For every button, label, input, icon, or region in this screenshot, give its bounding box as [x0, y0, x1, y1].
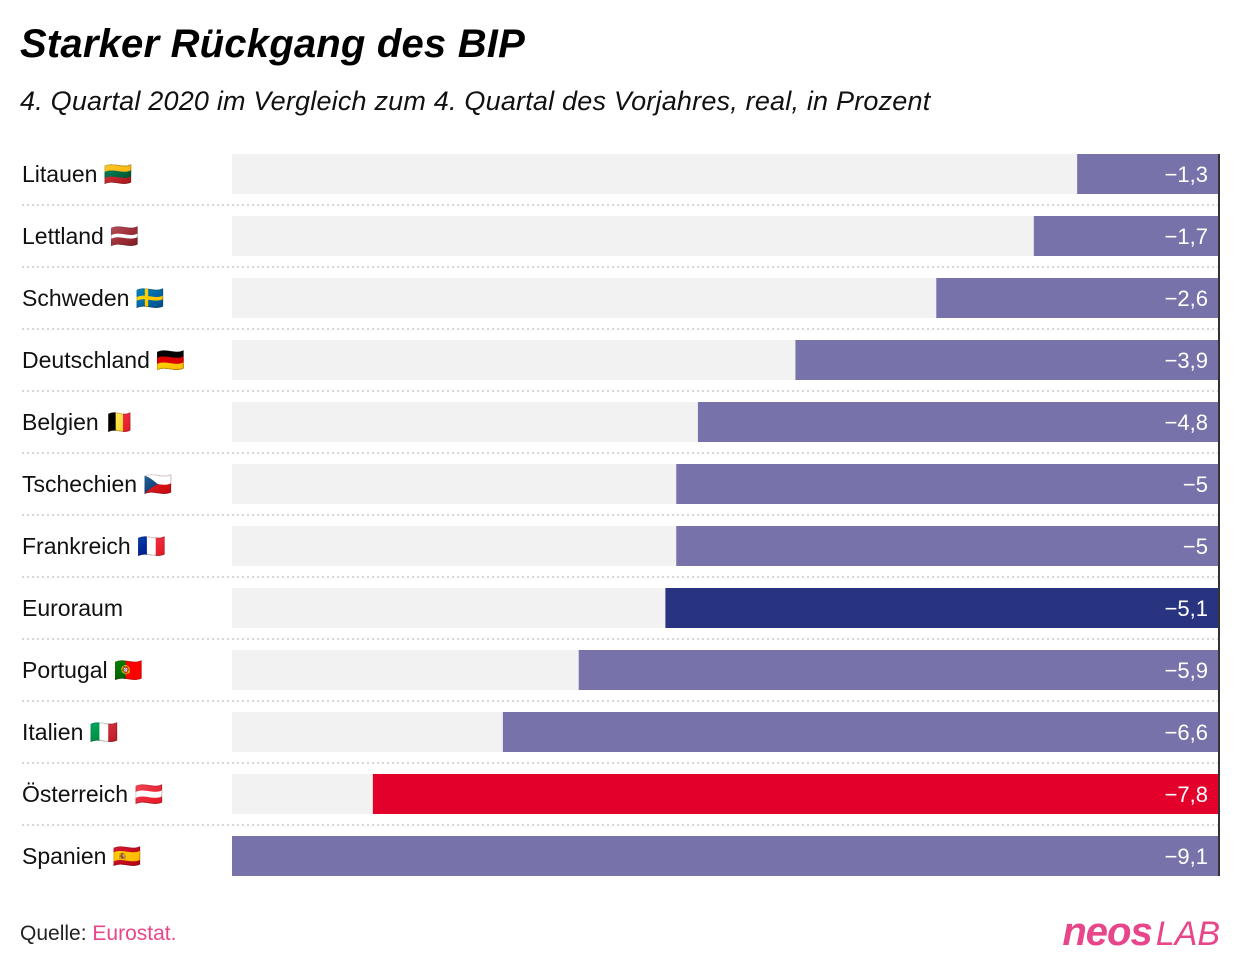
- chart-subtitle: 4. Quartal 2020 im Vergleich zum 4. Quar…: [20, 86, 931, 116]
- chart-title: Starker Rückgang des BIP: [20, 22, 525, 66]
- bar-euroraum: [665, 588, 1218, 628]
- value-label: −1,7: [1165, 224, 1208, 249]
- value-label: −5: [1183, 472, 1208, 497]
- bar-track: [232, 154, 1218, 194]
- bar-portugal: [578, 650, 1218, 690]
- value-label: −5,1: [1165, 596, 1208, 621]
- bar-litauen: [1077, 154, 1218, 194]
- category-label: Litauen 🇱🇹: [22, 161, 133, 187]
- category-label: Euroraum: [22, 595, 123, 621]
- value-label: −7,8: [1165, 782, 1208, 807]
- category-label: Schweden 🇸🇪: [22, 285, 165, 311]
- bar-belgien: [697, 402, 1218, 442]
- bar-lettland: [1033, 216, 1218, 256]
- bar-frankreich: [676, 526, 1218, 566]
- logo-suffix: LAB: [1155, 915, 1220, 953]
- value-label: −3,9: [1165, 348, 1208, 373]
- value-label: −2,6: [1165, 286, 1208, 311]
- category-label: Tschechien 🇨🇿: [22, 471, 172, 497]
- source-prefix: Quelle:: [20, 922, 87, 945]
- category-label: Spanien 🇪🇸: [22, 843, 142, 869]
- bar-tschechien: [676, 464, 1218, 504]
- bar-schweden: [936, 278, 1218, 318]
- value-label: −5: [1183, 534, 1208, 559]
- value-label: −1,3: [1165, 162, 1208, 187]
- category-label: Österreich 🇦🇹: [22, 781, 163, 807]
- category-label: Lettland 🇱🇻: [22, 223, 139, 249]
- bar-italien: [502, 712, 1218, 752]
- value-label: −9,1: [1165, 844, 1208, 869]
- bar-spanien: [232, 836, 1218, 876]
- category-label: Frankreich 🇫🇷: [22, 533, 166, 559]
- category-label: Deutschland 🇩🇪: [22, 347, 185, 373]
- bar-deutschland: [795, 340, 1218, 380]
- source-note: Quelle: Eurostat.: [20, 922, 176, 946]
- category-label: Portugal 🇵🇹: [22, 657, 143, 683]
- logo-main: neos: [1062, 910, 1152, 954]
- category-label: Italien 🇮🇹: [22, 719, 119, 745]
- value-label: −4,8: [1165, 410, 1208, 435]
- source-link[interactable]: Eurostat.: [92, 922, 177, 945]
- neoslab-logo: neos LAB: [1062, 910, 1220, 955]
- value-label: −6,6: [1165, 720, 1208, 745]
- bar-österreich: [372, 774, 1218, 814]
- category-label: Belgien 🇧🇪: [22, 409, 134, 435]
- value-label: −5,9: [1165, 658, 1208, 683]
